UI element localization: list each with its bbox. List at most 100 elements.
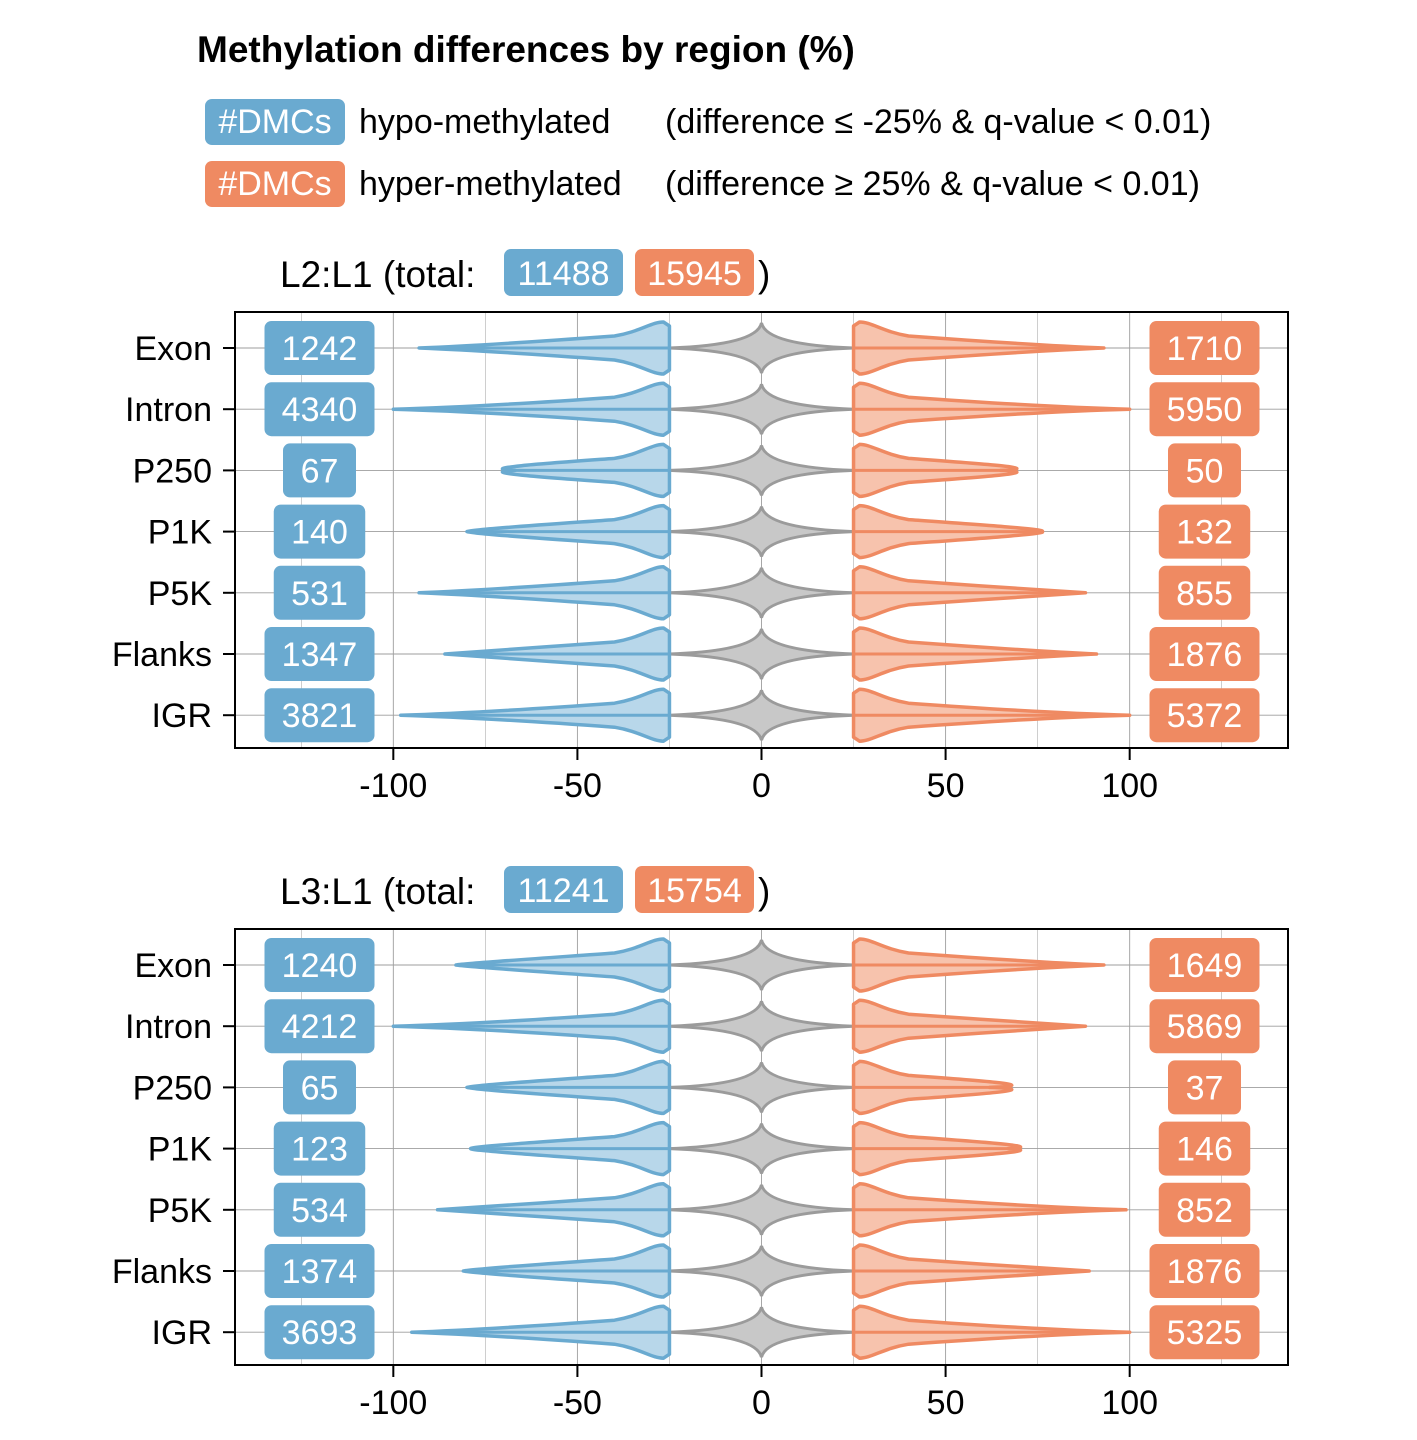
hyper-count-label: 146 [1176,1131,1233,1169]
panel-2: L3:L1 (total: 11241 15754) Exon 1240 1649 Intr… [112,866,1289,1422]
hypo-count-badge [273,504,366,559]
y-tick-label: Flanks [112,636,212,674]
hyper-count-label: 5950 [1167,391,1243,429]
hypo-count-label: 531 [291,575,348,613]
hyper-count-label: 37 [1186,1069,1224,1107]
hyper-count-badge [1168,1060,1241,1115]
hyper-count-label: 1710 [1167,330,1243,368]
hyper-count-label: 5869 [1167,1008,1243,1046]
neutral-violin [669,1245,854,1297]
total-hyper-label: 15945 [647,255,742,293]
hyper-count-badge [1149,321,1260,375]
legend-hypo-badge: #DMCs [218,103,331,141]
y-tick-label: IGR [152,697,212,735]
x-tick-label: -50 [553,767,602,805]
hyper-count-label: 1876 [1167,1253,1243,1291]
y-tick-label: P1K [148,1131,213,1169]
neutral-violin [669,689,854,741]
neutral-violin [669,322,854,374]
hypo-count-badge [264,688,375,743]
y-tick-label: P1K [148,514,213,552]
hyper-count-badge [1158,504,1251,559]
y-tick-label: P250 [133,1069,212,1107]
total-hyper-badge [635,866,754,913]
hypo-count-badge [264,999,375,1054]
x-tick-label: 0 [752,767,771,805]
hyper-count-badge [1149,999,1260,1054]
hypo-count-label: 3693 [282,1314,358,1352]
hyper-count-label: 132 [1176,514,1233,552]
y-tick-label: Exon [135,330,213,368]
hypo-count-label: 4212 [282,1008,358,1046]
panel-title-prefix: L2:L1 (total: [280,254,475,295]
legend-hypo-condition: (difference ≤ -25% & q-value < 0.01) [665,103,1211,141]
hypo-count-label: 140 [291,514,348,552]
y-tick-label: P5K [148,575,213,613]
hyper-count-label: 855 [1176,575,1233,613]
x-tick-label: 100 [1101,767,1158,805]
neutral-violin [669,1061,854,1113]
hypo-count-label: 1242 [282,330,358,368]
hyper-count-badge [1149,627,1260,681]
total-hypo-label: 11241 [517,872,609,910]
neutral-violin [669,1184,854,1236]
hypo-count-label: 4340 [282,391,358,429]
hyper-count-badge [1149,382,1260,437]
hypo-count-badge [264,627,375,681]
hypo-count-label: 1240 [282,947,358,985]
neutral-violin [669,628,854,680]
y-tick-label: IGR [152,1314,212,1352]
hypo-count-label: 1374 [282,1253,358,1291]
hypo-count-label: 3821 [282,697,358,735]
x-tick-label: 100 [1101,1384,1158,1422]
panel-title-suffix: ) [758,871,770,912]
legend-hypo-label: hypo-methylated [359,103,610,141]
hyper-count-badge [1149,1244,1260,1298]
neutral-violin [669,1000,854,1052]
hypo-count-label: 65 [301,1069,339,1107]
legend-hyper-label: hyper-methylated [359,165,622,203]
neutral-violin [669,1123,854,1175]
total-hypo-badge [504,866,623,913]
y-tick-label: Flanks [112,1253,212,1291]
panel-1: L2:L1 (total: 11488 15945) Exon 1242 1710 Intr… [112,249,1289,805]
hyper-count-badge [1149,938,1260,992]
x-tick-label: -50 [553,1384,602,1422]
x-tick-label: -100 [359,1384,427,1422]
neutral-violin [669,383,854,435]
hypo-count-badge [273,1182,366,1237]
legend-hyper-badge: #DMCs [218,165,331,203]
hypo-count-badge [264,1305,375,1360]
hypo-count-badge [264,938,375,992]
y-tick-label: P250 [133,452,212,490]
hyper-count-label: 50 [1186,452,1224,490]
hypo-count-badge [264,1244,375,1298]
x-tick-label: 50 [927,1384,965,1422]
legend: #DMCs hypo-methylated (difference ≤ -25%… [205,99,1211,207]
chart-title: Methylation differences by region (%) [197,29,855,70]
hypo-count-label: 123 [291,1131,348,1169]
hyper-count-badge [1158,1121,1251,1176]
hypo-count-badge [283,1060,356,1115]
x-tick-label: -100 [359,767,427,805]
hypo-count-badge [264,321,375,375]
legend-hyper-badge-bg [205,161,345,207]
hyper-count-label: 5325 [1167,1314,1243,1352]
hypo-count-label: 1347 [282,636,358,674]
hypo-count-badge [273,1121,366,1176]
hyper-count-badge [1149,1305,1260,1360]
hyper-count-label: 1876 [1167,636,1243,674]
hypo-count-label: 534 [291,1192,348,1230]
hyper-count-label: 1649 [1167,947,1243,985]
legend-hypo-badge-bg [205,99,345,145]
legend-hyper-condition: (difference ≥ 25% & q-value < 0.01) [665,165,1200,203]
y-tick-label: Intron [125,1008,212,1046]
total-hypo-badge [504,249,623,296]
panel-title-prefix: L3:L1 (total: [280,871,475,912]
hyper-count-label: 852 [1176,1192,1233,1230]
neutral-violin [669,1306,854,1358]
neutral-violin [669,567,854,619]
hypo-count-badge [264,382,375,437]
total-hypo-label: 11488 [517,255,609,293]
